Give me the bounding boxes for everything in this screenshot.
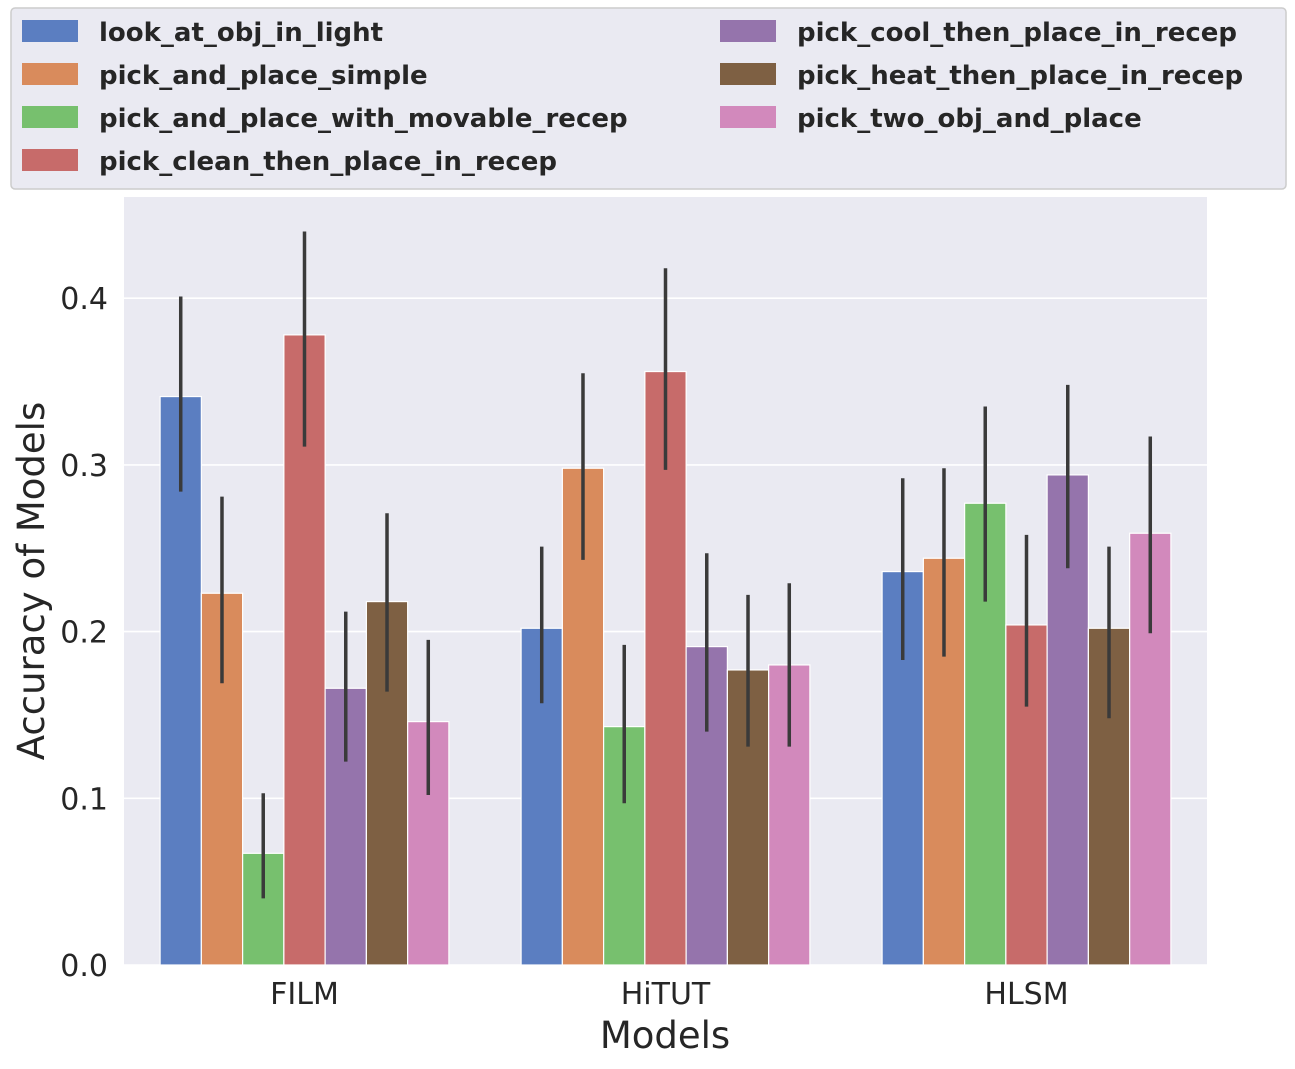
x-axis-title: Models — [600, 1014, 730, 1057]
x-tick-label: FILM — [270, 977, 339, 1012]
legend-label: pick_cool_then_place_in_recep — [797, 18, 1237, 48]
legend-swatch — [720, 63, 776, 85]
y-tick-label: 0.0 — [60, 949, 108, 984]
legend-swatch — [22, 149, 78, 171]
legend-label: pick_two_obj_and_place — [797, 104, 1142, 134]
legend-swatch — [720, 106, 776, 128]
error-bars — [178, 231, 1153, 899]
legend-label: pick_and_place_simple — [99, 61, 428, 91]
x-tick-label: HiTUT — [621, 977, 711, 1012]
legend: look_at_obj_in_light pick_and_place_simpl… — [10, 7, 1287, 190]
y-tick-label: 0.1 — [60, 782, 108, 817]
legend-swatch — [22, 20, 78, 42]
y-axis-title: Accuracy of Models — [10, 402, 53, 760]
legend-label: pick_and_place_with_movable_recep — [99, 104, 628, 134]
y-axis-ticks: 0.0 0.1 0.2 0.3 0.4 — [60, 282, 108, 984]
bar — [644, 370, 687, 966]
legend-label: pick_heat_then_place_in_recep — [797, 61, 1243, 91]
x-tick-label: HLSM — [984, 977, 1068, 1012]
legend-swatch — [22, 63, 78, 85]
legend-swatch — [22, 106, 78, 128]
legend-swatch — [720, 20, 776, 42]
y-tick-label: 0.2 — [60, 616, 108, 651]
y-tick-label: 0.3 — [60, 449, 108, 484]
y-tick-label: 0.4 — [60, 282, 108, 317]
legend-label: pick_clean_then_place_in_recep — [99, 147, 557, 177]
legend-box — [10, 7, 1287, 190]
x-axis-ticks: FILM HiTUT HLSM — [270, 977, 1068, 1012]
legend-label: look_at_obj_in_light — [99, 18, 383, 48]
